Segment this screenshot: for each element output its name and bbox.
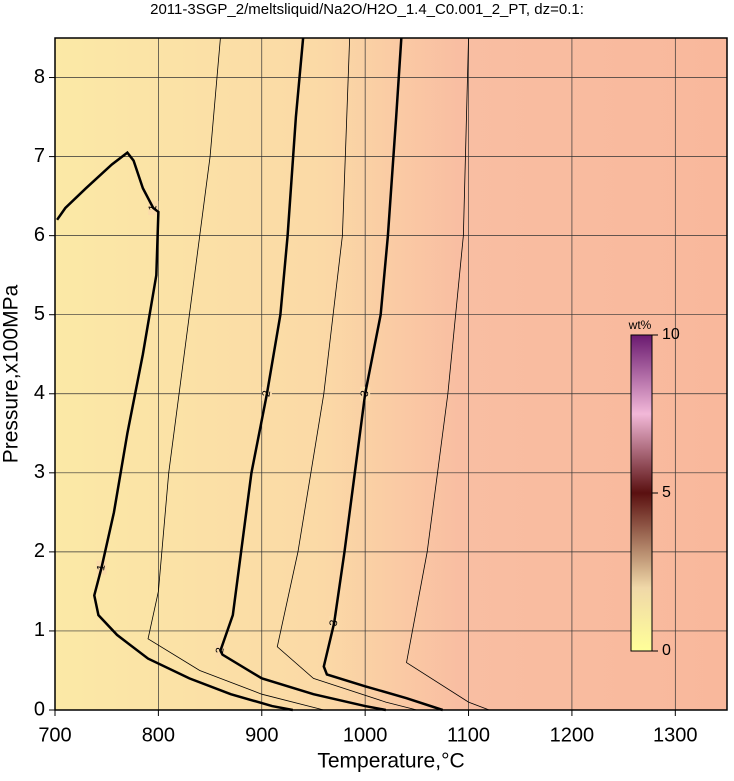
x-tick-label: 700 [38, 724, 71, 746]
plot-frame [54, 37, 728, 711]
y-tick-label: 1 [34, 619, 45, 641]
y-tick-label: 8 [34, 66, 45, 88]
x-tick-label: 900 [245, 724, 278, 746]
colorbar [630, 334, 653, 652]
x-tick-label: 1000 [343, 724, 388, 746]
y-tick-label: 7 [34, 145, 45, 167]
x-tick-label: 1300 [653, 724, 698, 746]
contour-line [406, 37, 490, 711]
colorbar-tick-label: 5 [662, 484, 671, 501]
x-tick-label: 1200 [550, 724, 595, 746]
contour-line [276, 37, 417, 711]
y-tick-label: 5 [34, 303, 45, 325]
colorbar-tick-label: 0 [662, 642, 671, 659]
y-axis-label: Pressure,x100MPa [0, 284, 23, 463]
contour-line [147, 37, 324, 711]
y-tick-label: 3 [34, 461, 45, 483]
y-tick-label: 0 [34, 698, 45, 720]
x-tick-label: 1100 [447, 724, 490, 746]
x-tick-label: 800 [142, 724, 175, 746]
contour-line [56, 150, 294, 712]
contour-line [322, 37, 444, 712]
plot-background [55, 38, 727, 710]
colorbar-label: wt% [628, 318, 652, 332]
x-axis-label: Temperature,°C [317, 750, 464, 773]
y-tick-label: 2 [34, 540, 45, 562]
contour-line [219, 37, 387, 712]
colorbar-tick-label: 10 [662, 326, 680, 343]
y-tick-label: 6 [34, 224, 45, 246]
y-tick-label: 4 [34, 382, 45, 404]
chart-title: 2011-3SGP_2/meltsliquid/Na2O/H2O_1.4_C0.… [150, 1, 584, 18]
